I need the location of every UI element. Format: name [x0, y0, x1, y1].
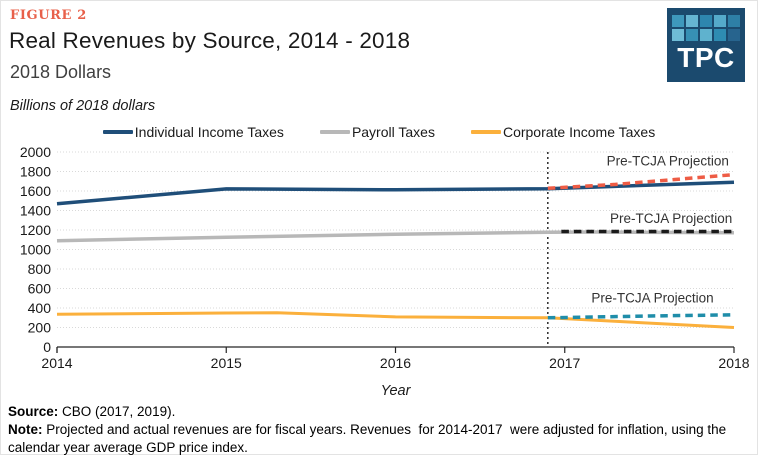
y-tick-label: 200 — [28, 320, 52, 336]
series-line-corporate-income-taxes-pre-tcja-projection — [547, 313, 735, 320]
y-tick-label: 0 — [43, 339, 51, 355]
x-axis-title: Year — [380, 383, 411, 399]
tpc-logo-square — [672, 29, 684, 41]
legend-label: Corporate Income Taxes — [502, 124, 656, 140]
tpc-logo-square — [728, 29, 740, 41]
x-tick-label: 2016 — [380, 355, 411, 371]
tpc-logo-text: TPC — [677, 42, 735, 73]
tpc-logo-square — [672, 15, 684, 27]
pre-tcja-projection-label: Pre-TCJA Projection — [607, 154, 729, 169]
legend-label: Payroll Taxes — [351, 124, 435, 140]
x-tick-label: 2017 — [549, 355, 580, 371]
series-line-corporate-income-taxes — [56, 311, 735, 329]
tpc-logo-square — [714, 29, 726, 41]
y-tick-label: 400 — [28, 300, 52, 316]
series-line-payroll-taxes — [56, 230, 735, 243]
series-line-individual-income-taxes — [56, 180, 735, 206]
chart-subtitle: 2018 Dollars — [10, 62, 112, 82]
tpc-logo-square — [686, 15, 698, 27]
units-label: Billions of 2018 dollars — [10, 98, 156, 114]
pre-tcja-projection-label: Pre-TCJA Projection — [610, 211, 732, 226]
figure-number-label: FIGURE 2 — [10, 8, 87, 23]
chart-legend: Individual Income Taxes Payroll Taxes Corp… — [0, 124, 758, 140]
x-tick-label: 2015 — [211, 355, 242, 371]
note-label: Note: — [8, 421, 43, 437]
tpc-logo-square — [714, 15, 726, 27]
chart-title: Real Revenues by Source, 2014 - 2018 — [9, 28, 411, 53]
legend-item: Payroll Taxes — [319, 124, 435, 140]
tpc-logo-square — [700, 15, 712, 27]
note-line: Note: Projected and actual revenues are … — [8, 421, 752, 457]
legend-line-swatch — [319, 130, 350, 134]
tpc-logo-square — [700, 29, 712, 41]
legend-line-swatch — [470, 130, 501, 134]
y-tick-label: 1200 — [20, 222, 51, 238]
x-tick-label: 2014 — [41, 355, 72, 371]
y-tick-label: 1600 — [20, 183, 51, 199]
y-tick-label: 1000 — [20, 242, 51, 258]
tpc-logo: TPC — [667, 8, 745, 82]
legend-item: Corporate Income Taxes — [470, 124, 656, 140]
legend-label: Individual Income Taxes — [134, 124, 284, 140]
legend-item: Individual Income Taxes — [102, 124, 284, 140]
legend-line-swatch — [102, 130, 133, 134]
y-tick-label: 800 — [28, 261, 52, 277]
pre-tcja-projection-label: Pre-TCJA Projection — [591, 291, 713, 306]
source-label: Source: — [8, 404, 59, 419]
tpc-logo-square — [728, 15, 740, 27]
chart-footer: Source: CBO (2017, 2019). Note: Projecte… — [8, 403, 752, 457]
note-text: Projected and actual revenues are for fi… — [8, 421, 730, 455]
revenue-line-chart: 0 200 400 600 800 1000 1200 1400 1600 1800 2000 201… — [20, 144, 750, 371]
tpc-logo-square — [686, 29, 698, 41]
y-tick-label: 1400 — [20, 203, 51, 219]
y-tick-label: 2000 — [20, 144, 51, 160]
source-text: CBO (2017, 2019). — [58, 404, 176, 419]
source-line: Source: CBO (2017, 2019). — [8, 403, 752, 421]
y-tick-label: 1800 — [20, 164, 51, 180]
series-line-individual-income-taxes-pre-tcja-projection — [547, 172, 735, 191]
y-tick-label: 600 — [28, 281, 52, 297]
x-tick-label: 2018 — [718, 355, 749, 371]
tpc-logo-squares-icon — [672, 15, 740, 41]
